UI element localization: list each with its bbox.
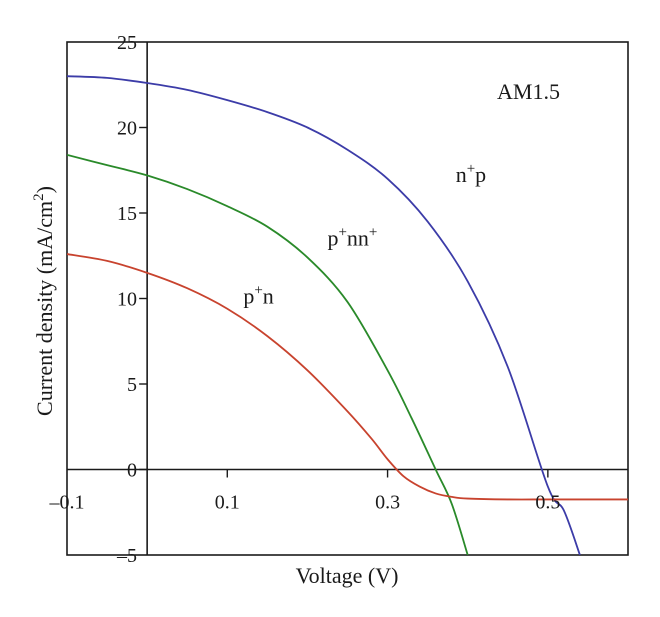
x-tick-label: –0.1	[49, 492, 85, 514]
x-tick-label: 0.3	[375, 492, 400, 514]
y-tick-label: 5	[127, 374, 137, 396]
series-line-1	[67, 153, 469, 555]
y-tick-label: 0	[127, 460, 137, 482]
y-tick-label: 25	[117, 32, 137, 54]
series-label-1: p+nn+	[327, 224, 377, 250]
y-tick-label: –5	[116, 545, 137, 567]
x-tick-label: 0.5	[535, 492, 560, 514]
series-label-0: n+p	[456, 161, 486, 187]
x-tick-label: 0.1	[215, 492, 240, 514]
x-axis-label: Voltage (V)	[296, 563, 399, 588]
y-tick-label: 15	[117, 203, 137, 225]
y-tick-label: 20	[117, 118, 137, 140]
series-line-2	[67, 253, 628, 501]
y-axis-label: Current density (mA/cm2)	[31, 186, 57, 416]
series-curves	[67, 75, 628, 555]
series-label-2: p+n	[243, 283, 273, 309]
plot-frame	[66, 41, 629, 556]
y-tick-label: 10	[117, 289, 137, 311]
series-labels: n+p p+nn+ p+n	[243, 161, 486, 308]
tick-labels: 25 20 15 10 5 0 –5 –0.1 0.1 0.3 0.5	[49, 32, 561, 567]
series-line-0	[67, 75, 581, 555]
condition-annotation: AM1.5	[497, 79, 560, 104]
